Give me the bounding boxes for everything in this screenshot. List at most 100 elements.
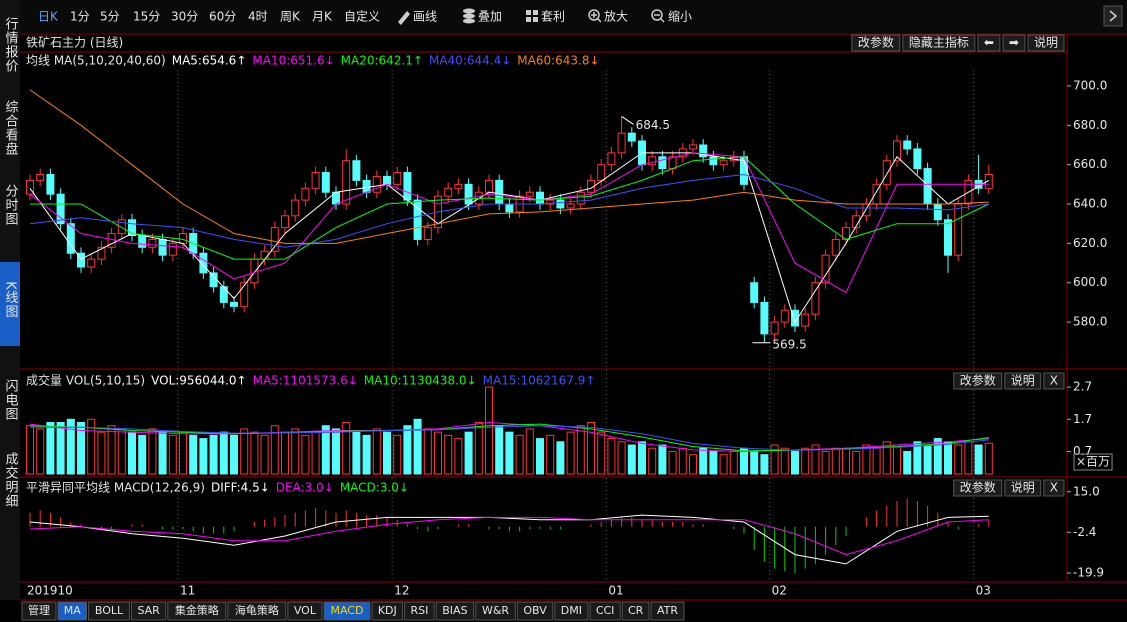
bottom-tab-label[interactable]: MA (64, 604, 81, 617)
candle-body (607, 152, 616, 166)
side-tab-label[interactable]: 综合看盘 (3, 100, 19, 156)
candle-body (944, 219, 952, 256)
bottom-tab-label[interactable]: RSI (410, 604, 428, 617)
volume-bar (944, 441, 952, 475)
button-label[interactable]: 改参数 (858, 35, 894, 50)
button-label[interactable]: 说明 (1011, 373, 1035, 388)
bottom-tab-label[interactable]: ATR (657, 604, 678, 617)
bottom-tab-label[interactable]: BOLL (95, 604, 124, 617)
bottom-tab[interactable] (57, 601, 88, 621)
bottom-tab-label[interactable]: 管理 (28, 603, 50, 617)
button[interactable] (1043, 372, 1065, 390)
button[interactable] (1004, 479, 1042, 497)
bottom-tab[interactable] (554, 601, 589, 621)
bottom-tab[interactable] (475, 601, 516, 621)
toolbar-item[interactable]: 4时 (248, 10, 268, 24)
button[interactable] (1043, 479, 1065, 497)
bottom-tab[interactable] (371, 601, 404, 621)
button[interactable] (902, 34, 976, 52)
button-label[interactable]: ⬅ (984, 36, 994, 50)
bottom-tab-label[interactable]: SAR (137, 604, 160, 617)
volume-bar (597, 431, 606, 475)
button-label[interactable]: 说明 (1034, 35, 1058, 50)
bottom-tab-label[interactable]: OBV (523, 604, 547, 617)
toolbar-item[interactable]: 套利 (541, 10, 565, 24)
bottom-tab[interactable] (167, 601, 227, 621)
toolbar-item[interactable]: 1分 (70, 10, 90, 24)
toolbar-item[interactable]: 5分 (100, 10, 120, 24)
toolbar-item[interactable]: 叠加 (478, 10, 502, 24)
side-tab-label[interactable]: K线图 (3, 281, 19, 319)
candle-body (179, 233, 187, 244)
side-tab-label[interactable]: 成交明细 (3, 452, 19, 508)
legend-item: 均线 MA(5,10,20,40,60) (26, 54, 166, 68)
toolbar-item[interactable]: 自定义 (344, 9, 380, 24)
bottom-tab[interactable] (516, 601, 554, 621)
volume-bar (495, 425, 504, 475)
bottom-tab-label[interactable]: VOL (294, 604, 317, 617)
bottom-tab-label[interactable]: W&R (482, 604, 509, 617)
button[interactable] (1002, 34, 1026, 52)
side-tab-label[interactable]: 行情报价 (3, 17, 19, 73)
candle-body (97, 246, 106, 260)
side-tab-label[interactable]: 闪电图 (3, 379, 18, 421)
bottom-tab[interactable] (88, 601, 130, 621)
bottom-tab-label[interactable]: 海龟策略 (235, 603, 279, 617)
legend-item: MA15:1062167.9↑ (483, 374, 596, 388)
volume-bar (219, 431, 228, 475)
bottom-tab-label[interactable]: DMI (561, 604, 582, 617)
bottom-tab-label[interactable]: BIAS (442, 604, 467, 617)
side-tab[interactable] (0, 262, 20, 346)
bottom-tab-label[interactable]: KDJ (378, 604, 397, 617)
button[interactable] (953, 479, 1003, 497)
y-tick-label: 640.0 (1073, 197, 1107, 211)
volume-bar (913, 441, 922, 475)
volume-bar (117, 428, 126, 475)
side-tab-label[interactable]: 分时图 (3, 184, 19, 226)
volume-bar (209, 434, 218, 475)
toolbar-item[interactable]: 放大 (604, 9, 628, 24)
volume-bar (352, 431, 361, 475)
button[interactable] (1004, 372, 1042, 390)
toolbar-item[interactable]: 日K (38, 10, 59, 24)
volume-bar (648, 447, 657, 475)
bottom-tab[interactable] (287, 601, 323, 621)
button-label[interactable]: X (1050, 481, 1058, 495)
button[interactable] (953, 372, 1003, 390)
button-label[interactable]: ➡ (1009, 36, 1019, 50)
bottom-tab[interactable] (589, 601, 621, 621)
bottom-tab[interactable] (621, 601, 650, 621)
bottom-tab[interactable] (435, 601, 475, 621)
toolbar-item[interactable]: 月K (312, 10, 333, 24)
bottom-tab-label[interactable]: 集金策略 (175, 603, 219, 617)
bottom-tab[interactable] (323, 601, 371, 621)
bottom-tab[interactable] (21, 601, 57, 621)
candle-body (831, 238, 840, 256)
toolbar-item[interactable]: 60分 (209, 10, 236, 24)
expand-button[interactable] (1103, 5, 1123, 27)
bottom-tab[interactable] (130, 601, 167, 621)
button[interactable] (851, 34, 901, 52)
bottom-tab[interactable] (404, 601, 435, 621)
toolbar-item[interactable]: 15分 (133, 10, 160, 24)
button[interactable] (977, 34, 1001, 52)
candle-body (546, 199, 555, 205)
volume-bar (811, 444, 820, 475)
bottom-tab-label[interactable]: CR (628, 604, 644, 617)
button-label[interactable]: 改参数 (960, 373, 996, 388)
button-label[interactable]: 改参数 (960, 480, 996, 495)
bottom-tab-label[interactable]: CCI (596, 604, 615, 617)
button-label[interactable]: X (1050, 374, 1058, 388)
button[interactable] (1027, 34, 1065, 52)
toolbar-item[interactable]: 缩小 (668, 9, 692, 24)
bottom-tab[interactable] (227, 601, 287, 621)
toolbar-item[interactable]: 30分 (171, 10, 198, 24)
button-label[interactable]: 说明 (1011, 480, 1035, 495)
toolbar-item[interactable]: 周K (280, 10, 301, 24)
bottom-tab[interactable] (650, 601, 685, 621)
bottom-tab-label[interactable]: MACD (330, 604, 363, 617)
candle-body (882, 160, 891, 185)
button-label[interactable]: 隐藏主指标 (909, 35, 969, 50)
toolbar-item[interactable]: 画线 (413, 10, 437, 24)
y-tick-label: -19.9 (1073, 566, 1104, 580)
